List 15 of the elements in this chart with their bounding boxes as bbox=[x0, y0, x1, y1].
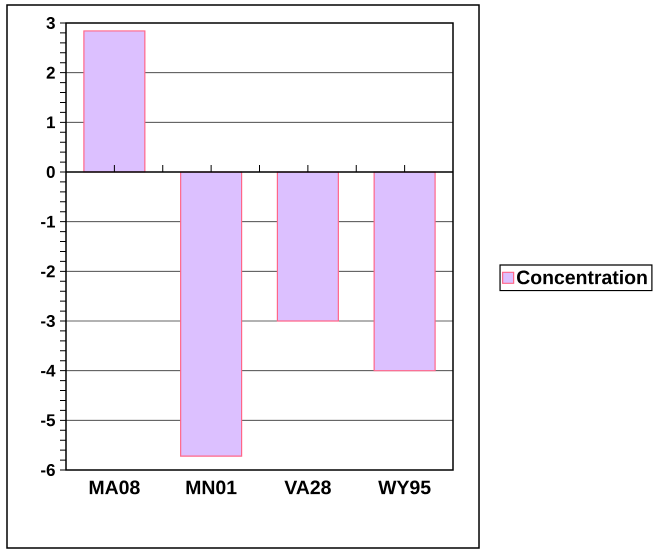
y-tick-label: -2 bbox=[41, 265, 55, 278]
y-tick-label: -6 bbox=[41, 464, 55, 476]
x-tick-label: MA08 bbox=[90, 480, 140, 494]
y-tick-label: 0 bbox=[46, 166, 55, 178]
y-tick-label: 3 bbox=[46, 16, 55, 30]
x-tick-label: VA28 bbox=[284, 480, 331, 494]
y-tick-label: -4 bbox=[41, 364, 56, 376]
y-tick-label: 2 bbox=[46, 66, 55, 79]
x-tick-label: WY95 bbox=[378, 480, 431, 494]
x-tick-label: MN01 bbox=[186, 480, 236, 494]
y-tick-label: 1 bbox=[47, 116, 56, 128]
legend-label: Concentration bbox=[517, 270, 647, 284]
y-tick-label: -5 bbox=[41, 414, 56, 426]
y-tick-label: -3 bbox=[41, 314, 55, 328]
y-tick-label: -1 bbox=[41, 216, 56, 228]
